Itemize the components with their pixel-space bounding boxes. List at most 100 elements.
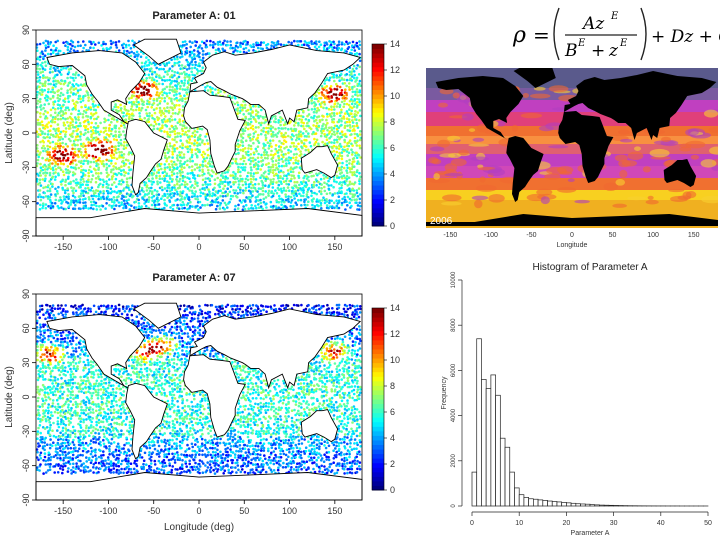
map-point — [257, 133, 260, 137]
map-point — [163, 453, 166, 456]
map-point — [183, 70, 186, 74]
map-point — [101, 459, 105, 463]
map-point — [162, 112, 166, 115]
map-point — [348, 85, 351, 89]
map-point — [340, 171, 344, 174]
map-point — [299, 194, 303, 198]
map-point — [211, 450, 215, 454]
map-point — [206, 441, 210, 444]
map-point — [188, 454, 191, 457]
map-point — [78, 438, 82, 442]
map-point — [294, 184, 298, 187]
map-point — [347, 144, 351, 148]
map-point — [36, 110, 39, 114]
map-point — [274, 144, 278, 147]
map-point — [165, 174, 168, 177]
map-point — [84, 119, 87, 123]
map-point — [303, 466, 306, 469]
map-point — [94, 122, 98, 125]
map-point — [163, 151, 167, 155]
map-point — [97, 470, 100, 474]
map-point — [307, 135, 311, 138]
map-point — [269, 139, 272, 142]
map-point — [89, 189, 93, 192]
map-point — [64, 108, 67, 112]
map-point — [59, 162, 63, 165]
map-point — [275, 166, 278, 169]
map-point — [114, 166, 118, 169]
map-point — [246, 171, 250, 175]
map-point — [259, 449, 263, 452]
map-point — [76, 49, 79, 53]
map-x-tick: 150 — [327, 242, 342, 252]
map-point — [87, 171, 90, 175]
map-point — [353, 85, 356, 88]
map-point — [79, 138, 82, 141]
map-point — [112, 168, 115, 171]
map-point — [43, 444, 46, 448]
map-point — [216, 196, 220, 199]
map-point — [214, 207, 218, 211]
map-point — [227, 168, 230, 172]
map-point — [249, 120, 253, 124]
map-point — [98, 156, 101, 160]
map-point — [189, 200, 192, 204]
map-point — [241, 42, 245, 46]
map-point — [286, 442, 290, 445]
map-point — [58, 157, 62, 160]
map-point — [51, 120, 54, 124]
map-point — [168, 168, 172, 171]
map-point — [282, 135, 285, 139]
map-point — [216, 468, 220, 471]
map-point — [39, 203, 42, 207]
map-point — [188, 135, 191, 138]
map-point — [122, 147, 126, 150]
map-point — [228, 437, 232, 440]
map-point — [307, 179, 311, 182]
map-point — [104, 466, 108, 469]
map-point — [198, 465, 202, 468]
map-point — [315, 138, 319, 142]
map-point — [54, 40, 57, 44]
map-point — [327, 450, 331, 454]
continent-outline — [300, 145, 339, 179]
map-point — [319, 43, 323, 46]
map-point — [195, 437, 199, 441]
map-point — [64, 148, 67, 151]
map-point — [189, 180, 192, 184]
map-point — [359, 84, 362, 87]
map-point — [115, 118, 119, 122]
map-point — [282, 133, 286, 137]
map-point — [150, 183, 154, 186]
map-point — [41, 123, 44, 127]
map-point — [337, 442, 341, 445]
map-point — [255, 199, 258, 202]
map-point — [193, 57, 197, 60]
map-point — [219, 43, 223, 46]
map-point — [137, 101, 140, 104]
map-point — [113, 199, 116, 202]
map-point — [46, 125, 49, 129]
map-point — [35, 456, 39, 459]
map-point — [76, 44, 80, 48]
map-point — [178, 72, 181, 75]
map-point — [179, 94, 182, 98]
map-point — [239, 162, 242, 166]
map-point — [300, 463, 303, 466]
map-point — [175, 447, 178, 450]
map-point — [244, 456, 248, 460]
map-point — [251, 194, 254, 197]
map-point — [49, 97, 52, 101]
map-point — [358, 450, 361, 453]
map-point — [318, 442, 321, 445]
map-point — [188, 145, 192, 148]
map-point — [305, 468, 308, 472]
map-point — [59, 91, 63, 95]
map-point — [87, 99, 90, 102]
map-point — [122, 164, 126, 168]
map-point — [348, 471, 352, 474]
map-point — [185, 183, 189, 186]
map-point — [73, 147, 77, 151]
map-point — [201, 170, 204, 173]
map-point — [46, 443, 49, 446]
